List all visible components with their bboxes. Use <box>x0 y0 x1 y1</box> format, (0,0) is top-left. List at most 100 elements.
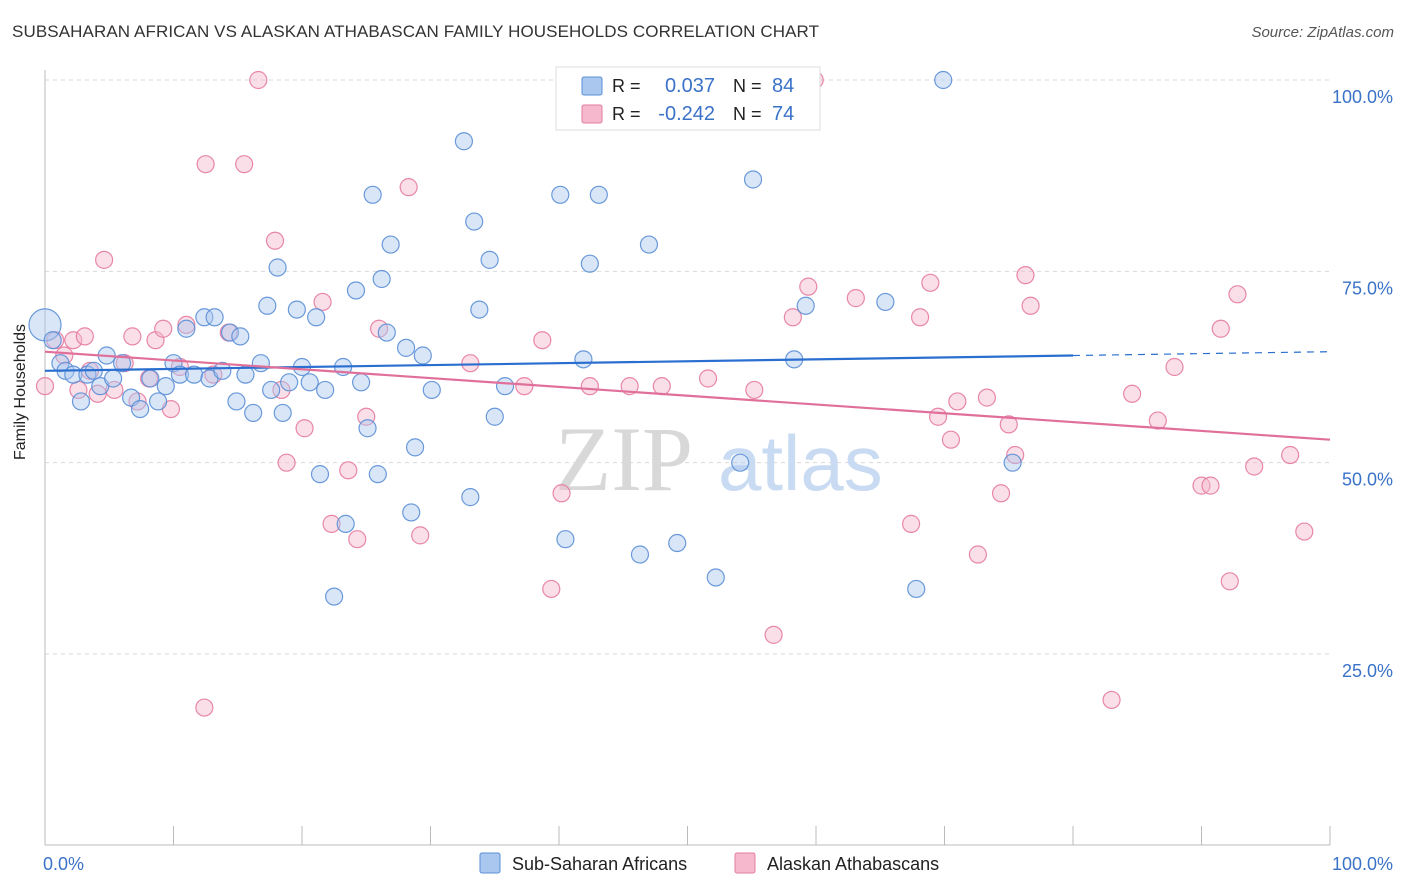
data-point-blue <box>381 235 400 254</box>
watermark-atlas: atlas <box>718 419 883 507</box>
data-point-blue <box>268 258 287 277</box>
y-tick-label: 50.0% <box>1342 470 1393 490</box>
data-point-pink <box>1123 384 1142 403</box>
stats-legend: R = 0.037 N = 84 R = -0.242 N = 74 <box>555 66 821 131</box>
data-point-blue <box>325 587 344 606</box>
data-point-blue <box>731 453 750 472</box>
data-point-pink <box>1211 319 1230 338</box>
data-point-pink <box>1295 522 1314 541</box>
data-point-pink <box>783 308 802 327</box>
data-point-blue <box>148 392 168 411</box>
data-point-blue <box>639 235 659 254</box>
data-point-pink <box>1220 572 1239 591</box>
data-point-pink <box>399 178 418 197</box>
stats-r-value: 0.037 <box>665 75 715 97</box>
data-point-pink <box>999 415 1018 434</box>
series-sub-saharan-africans <box>28 70 1022 606</box>
data-point-blue <box>470 300 489 319</box>
data-point-pink <box>745 380 764 400</box>
data-point-blue <box>668 533 687 553</box>
trend-line-blue-extension <box>1072 351 1331 357</box>
chart-title: SUBSAHARAN AFRICAN VS ALASKAN ATHABASCAN… <box>12 22 820 41</box>
data-point-pink <box>64 331 83 350</box>
stats-n-value: 74 <box>772 103 794 125</box>
data-point-blue <box>141 369 160 388</box>
data-point-blue <box>454 132 474 151</box>
data-point-pink <box>95 250 114 269</box>
data-point-blue <box>112 354 132 373</box>
data-point-pink <box>461 354 480 373</box>
data-point-pink <box>1021 296 1040 315</box>
data-point-pink <box>177 315 196 335</box>
data-point-pink <box>515 377 534 396</box>
y-tick-label: 75.0% <box>1342 278 1393 298</box>
data-point-pink <box>910 308 930 327</box>
data-point-blue <box>280 373 299 392</box>
data-point-pink <box>196 155 215 174</box>
data-point-blue <box>413 346 432 365</box>
legend-label: Alaskan Athabascans <box>767 854 939 874</box>
data-point-pink <box>799 277 818 296</box>
data-point-pink <box>35 377 55 396</box>
data-point-pink <box>265 231 285 250</box>
data-point-blue <box>465 212 484 231</box>
data-point-blue <box>316 380 335 400</box>
y-tick-label: 100.0% <box>1332 87 1393 107</box>
data-point-blue <box>630 545 650 564</box>
data-point-pink <box>272 380 291 400</box>
data-point-blue <box>743 170 763 189</box>
data-point-blue <box>231 327 250 346</box>
data-point-pink <box>928 407 948 426</box>
data-point-pink <box>764 625 783 644</box>
data-point-pink <box>968 545 988 564</box>
data-point-blue <box>258 296 277 315</box>
data-point-blue <box>220 323 240 342</box>
data-point-blue <box>262 380 281 400</box>
y-tick-label: 25.0% <box>1342 661 1393 681</box>
data-point-blue <box>195 308 214 327</box>
data-point-blue <box>227 392 246 411</box>
data-point-pink <box>357 407 376 426</box>
stats-n-label: N = <box>733 104 762 124</box>
data-point-blue <box>580 254 599 273</box>
data-point-blue <box>28 308 62 342</box>
data-point-pink <box>348 530 367 549</box>
legend-swatch <box>479 852 501 874</box>
legend-swatch <box>734 852 756 874</box>
data-point-blue <box>104 369 123 388</box>
data-point-pink <box>948 392 967 411</box>
trend-line-pink <box>44 350 1331 441</box>
data-point-pink <box>1228 285 1247 304</box>
data-point-pink <box>941 430 961 449</box>
axes <box>44 70 1331 846</box>
data-point-blue <box>706 568 725 587</box>
data-point-blue <box>307 308 326 327</box>
data-point-blue <box>574 350 593 369</box>
data-point-blue <box>589 185 608 204</box>
stats-r-label: R = <box>612 76 641 96</box>
stats-r-label: R = <box>612 104 641 124</box>
data-point-blue <box>934 70 953 90</box>
data-point-pink <box>1165 357 1184 377</box>
data-point-blue <box>461 488 480 507</box>
data-point-blue <box>251 354 270 373</box>
stats-r-value: -0.242 <box>658 103 715 125</box>
data-point-blue <box>485 407 504 426</box>
data-point-blue <box>213 361 232 380</box>
data-point-pink <box>322 514 341 533</box>
data-point-blue <box>164 354 183 373</box>
data-point-pink <box>652 377 671 396</box>
data-point-blue <box>377 323 396 342</box>
x-tick-labels: 0.0% 100.0% <box>43 854 1393 874</box>
watermark-zip: ZIP <box>555 408 693 510</box>
data-point-pink <box>921 273 940 292</box>
data-point-blue <box>396 338 416 357</box>
data-point-blue <box>358 419 377 438</box>
data-point-pink <box>901 514 921 533</box>
stats-swatch <box>581 104 603 124</box>
data-point-pink <box>277 453 296 472</box>
data-point-blue <box>130 399 150 419</box>
data-point-blue <box>876 292 895 312</box>
data-point-blue <box>556 530 575 549</box>
data-point-pink <box>1245 457 1264 476</box>
